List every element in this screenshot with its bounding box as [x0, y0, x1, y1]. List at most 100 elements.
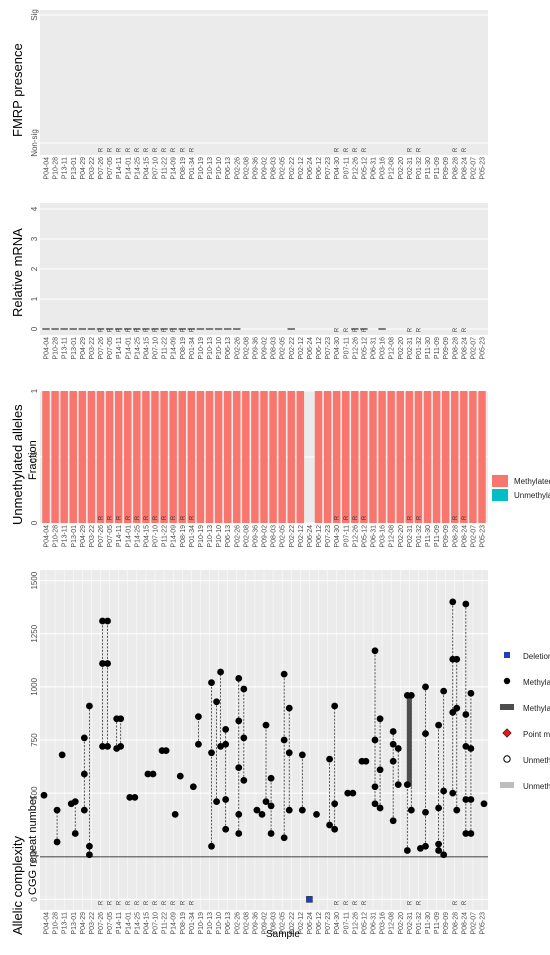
methylated-fraction-bar	[187, 391, 196, 523]
methylated-allele-point	[40, 791, 48, 799]
mrna-sample-label: P13-11	[62, 337, 69, 359]
methylated-allele-point	[104, 660, 111, 667]
mrna-sample-label: P02-05	[280, 337, 287, 360]
mrna-bar	[51, 328, 59, 330]
mrna-bar	[142, 328, 150, 330]
methylated-fraction-bar	[432, 391, 441, 523]
mrna-sample-label: P08-28	[452, 337, 459, 360]
fmrp-sample-label: P11-22	[162, 157, 169, 179]
fmrp-sample-label: P07-05	[107, 157, 114, 180]
methylated-fraction-bar	[78, 391, 87, 523]
mrna-sample-label: P02-26	[234, 337, 241, 360]
complexity-sample-label: P07-11	[343, 912, 350, 934]
methylated-fraction-bar	[124, 391, 132, 523]
complexity-r-label: R	[189, 900, 195, 905]
mrna-title: Relative mRNA	[10, 228, 25, 317]
fmrp-r-label: R	[126, 147, 132, 152]
methylated-allele-point	[80, 734, 88, 742]
complexity-sample-label: P06-12	[316, 912, 323, 935]
methylated-allele-point	[71, 830, 79, 837]
methylated-allele-point	[267, 774, 275, 782]
methylated-allele-point	[217, 742, 224, 750]
methylated-fraction-bar	[251, 391, 259, 523]
methylated-allele-point	[267, 802, 275, 810]
alleles-sample-label: P06-12	[316, 525, 323, 548]
mrna-tick-label: 1	[30, 296, 39, 301]
methylated-fraction-bar	[396, 391, 404, 523]
complexity-r-label: R	[153, 900, 159, 905]
fmrp-r-label: R	[362, 147, 368, 152]
methylated-fraction-bar	[423, 391, 432, 523]
legend-label: Methylated allele	[523, 678, 550, 687]
fmrp-r-label: R	[344, 147, 350, 152]
mrna-bar	[351, 328, 359, 330]
alleles-sample-label: P08-03	[271, 525, 278, 548]
alleles-r-label: R	[416, 515, 422, 520]
alleles-sample-label: P02-26	[234, 525, 241, 548]
methylated-allele-point	[113, 745, 121, 752]
alleles-tick-label: 0.5	[30, 451, 39, 463]
legend-label: Unmethylated allele	[523, 756, 550, 765]
fmrp-tick-label: Sig	[30, 9, 39, 21]
complexity-r-label: R	[353, 900, 359, 905]
methylated-fraction-bar	[69, 391, 77, 523]
methylated-fraction-bar	[342, 391, 350, 523]
fmrp-r-label: R	[162, 147, 168, 152]
complexity-sample-label: P04-29	[80, 912, 87, 935]
legend-label: Deletion	[523, 652, 550, 661]
fmrp-sample-label: P07-23	[325, 157, 332, 180]
complexity-sample-label: P05-12	[361, 912, 368, 935]
methylated-allele-point	[422, 730, 429, 738]
mrna-sample-label: P01-34	[189, 337, 196, 360]
mrna-bar	[233, 328, 241, 330]
methylated-fraction-bar	[269, 391, 277, 523]
methylated-fraction-bar	[360, 391, 368, 523]
alleles-r-label: R	[189, 515, 195, 520]
complexity-sample-label: P07-23	[325, 912, 332, 935]
alleles-sample-label: P02-08	[243, 525, 250, 548]
mrna-r-label: R	[335, 327, 341, 332]
fmrp-tick-label: Non-sig	[30, 129, 39, 157]
complexity-sample-label: P13-11	[62, 912, 69, 934]
methylated-allele-point	[222, 740, 230, 748]
complexity-sample-label: P09-09	[443, 912, 450, 935]
mrna-tick-label: 4	[30, 206, 39, 211]
alleles-sample-label: P10-28	[53, 525, 60, 548]
methylated-allele-point	[149, 770, 157, 778]
alleles-sample-label: P10-10	[216, 525, 223, 548]
methylated-allele-point	[195, 713, 202, 721]
complexity-sample-label: P02-07	[470, 912, 477, 935]
alleles-sample-label: P03-16	[380, 525, 387, 548]
methylated-allele-point	[326, 755, 333, 763]
fmrp-sample-label: P04-29	[80, 157, 87, 180]
methylated-allele-point	[113, 715, 121, 723]
fmrp-sample-label: P11-09	[434, 157, 441, 179]
fmrp-sample-label: P08-03	[271, 157, 278, 180]
methylated-allele-point	[349, 789, 357, 797]
mrna-r-label: R	[126, 327, 132, 332]
mrna-sample-label: P08-24	[461, 337, 468, 360]
mrna-r-label: R	[362, 327, 368, 332]
methylated-fraction-bar	[451, 391, 459, 523]
methylated-allele-point	[449, 708, 457, 716]
mrna-r-label: R	[162, 327, 168, 332]
fmrp-sample-label: P11-30	[425, 157, 432, 179]
complexity-r-label: R	[453, 900, 459, 905]
complexity-axis-title: CGG repeat number	[27, 795, 39, 895]
alleles-tick-label: 1	[30, 388, 39, 393]
mrna-sample-label: P07-11	[343, 337, 350, 359]
complexity-tick-label: 500	[30, 786, 39, 800]
fmrp-sample-label: P02-20	[398, 157, 405, 180]
methylated-allele-point	[222, 825, 230, 833]
methylated-allele-point	[208, 679, 215, 687]
mrna-sample-label: P12-26	[352, 337, 359, 360]
fmrp-r-label: R	[144, 147, 150, 152]
methylated-allele-point	[258, 810, 266, 818]
alleles-r-label: R	[135, 515, 141, 520]
fmrp-r-label: R	[99, 147, 105, 152]
methylated-fraction-bar	[96, 391, 105, 523]
mrna-r-label: R	[108, 327, 114, 332]
fmrp-sample-label: P13-01	[71, 157, 78, 180]
mrna-sample-label: P07-26	[98, 337, 105, 360]
deletion-marker	[306, 896, 313, 903]
